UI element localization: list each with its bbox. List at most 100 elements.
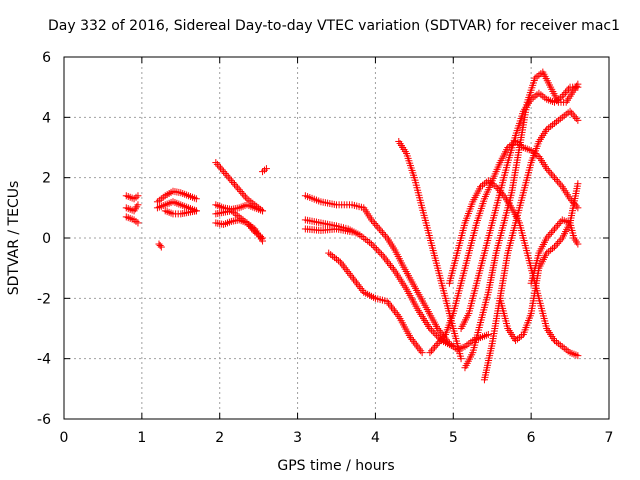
- data-point: [554, 239, 562, 247]
- data-point: [220, 168, 228, 176]
- data-point: [435, 338, 443, 346]
- data-point: [547, 170, 555, 178]
- data-point: [239, 202, 247, 210]
- data-point: [555, 238, 563, 246]
- data-point: [426, 325, 434, 332]
- data-point: [371, 220, 379, 228]
- data-point: [235, 186, 243, 194]
- data-point: [552, 118, 560, 126]
- data-point: [569, 111, 577, 119]
- x-tick-label: 0: [60, 430, 69, 446]
- data-point: [224, 219, 231, 227]
- data-point: [373, 245, 381, 253]
- data-point: [561, 89, 569, 97]
- data-point: [240, 191, 248, 199]
- data-point: [368, 216, 376, 224]
- data-point: [375, 225, 383, 233]
- y-tick-label: -6: [37, 412, 51, 428]
- data-point: [554, 116, 562, 124]
- data-point: [165, 208, 173, 216]
- data-point: [418, 349, 426, 357]
- data-point: [241, 193, 249, 201]
- y-tick-label: 4: [42, 110, 51, 126]
- data-point: [192, 195, 200, 203]
- data-point: [157, 195, 165, 203]
- y-axis-label: SDTVAR / TECUs: [6, 181, 22, 296]
- data-point: [224, 173, 232, 181]
- data-point: [484, 331, 492, 339]
- data-point: [572, 115, 580, 123]
- data-point: [549, 227, 557, 235]
- data-point: [478, 181, 486, 189]
- data-point: [126, 214, 134, 222]
- data-point: [374, 247, 382, 255]
- data-point: [523, 145, 531, 153]
- data-point: [376, 249, 384, 257]
- data-point: [565, 85, 573, 93]
- data-point: [218, 166, 226, 174]
- data-point: [537, 91, 545, 99]
- data-point: [449, 343, 457, 351]
- data-point: [213, 160, 221, 168]
- data-point: [539, 92, 547, 100]
- data-point: [544, 166, 552, 174]
- data-point: [229, 178, 237, 186]
- data-point: [378, 250, 386, 258]
- data-point: [428, 326, 436, 334]
- data-point: [515, 334, 523, 342]
- data-point: [382, 232, 390, 240]
- data-point: [570, 350, 578, 358]
- data-point: [333, 255, 340, 263]
- data-point: [325, 249, 333, 257]
- data-point: [229, 208, 237, 216]
- data-point: [560, 90, 568, 98]
- data-point: [547, 246, 555, 254]
- data-point: [552, 338, 560, 346]
- data-point: [549, 172, 557, 180]
- data-point: [331, 254, 339, 262]
- data-point: [535, 71, 543, 79]
- data-point: [574, 352, 582, 360]
- data-point: [134, 201, 142, 209]
- data-point: [426, 349, 434, 357]
- data-point: [223, 171, 231, 179]
- data-point: [563, 87, 571, 95]
- data-point: [547, 122, 555, 130]
- x-axis-label: GPS time / hours: [277, 458, 394, 474]
- x-tick-label: 3: [293, 430, 302, 446]
- data-point: [227, 177, 235, 185]
- data-point: [431, 343, 439, 351]
- x-tick-label: 1: [137, 430, 146, 446]
- x-tick-label: 2: [215, 430, 224, 446]
- data-point: [551, 243, 558, 251]
- data-point: [364, 237, 372, 245]
- data-point: [574, 240, 582, 248]
- data-point: [362, 236, 370, 244]
- data-point: [552, 175, 560, 183]
- data-point: [155, 196, 163, 204]
- data-point: [378, 229, 386, 237]
- data-point: [545, 248, 553, 256]
- data-point: [492, 183, 500, 191]
- data-point: [568, 109, 576, 117]
- data-point: [221, 169, 229, 177]
- data-point: [427, 347, 435, 355]
- data-point: [560, 112, 568, 120]
- x-tick-labels: 0 1 2 3 4 5 6 7: [60, 430, 614, 446]
- data-point: [557, 236, 565, 244]
- data-point: [562, 346, 570, 354]
- data-point: [334, 257, 342, 265]
- data-point: [226, 175, 234, 183]
- data-point: [556, 115, 564, 123]
- data-point: [551, 119, 558, 127]
- data-point: [374, 223, 382, 231]
- data-point: [494, 185, 502, 193]
- data-points: [122, 68, 582, 384]
- data-point: [549, 121, 557, 129]
- data-point: [566, 107, 574, 115]
- data-point: [327, 251, 335, 259]
- data-point: [259, 207, 267, 215]
- data-point: [438, 334, 446, 342]
- data-point: [259, 168, 267, 176]
